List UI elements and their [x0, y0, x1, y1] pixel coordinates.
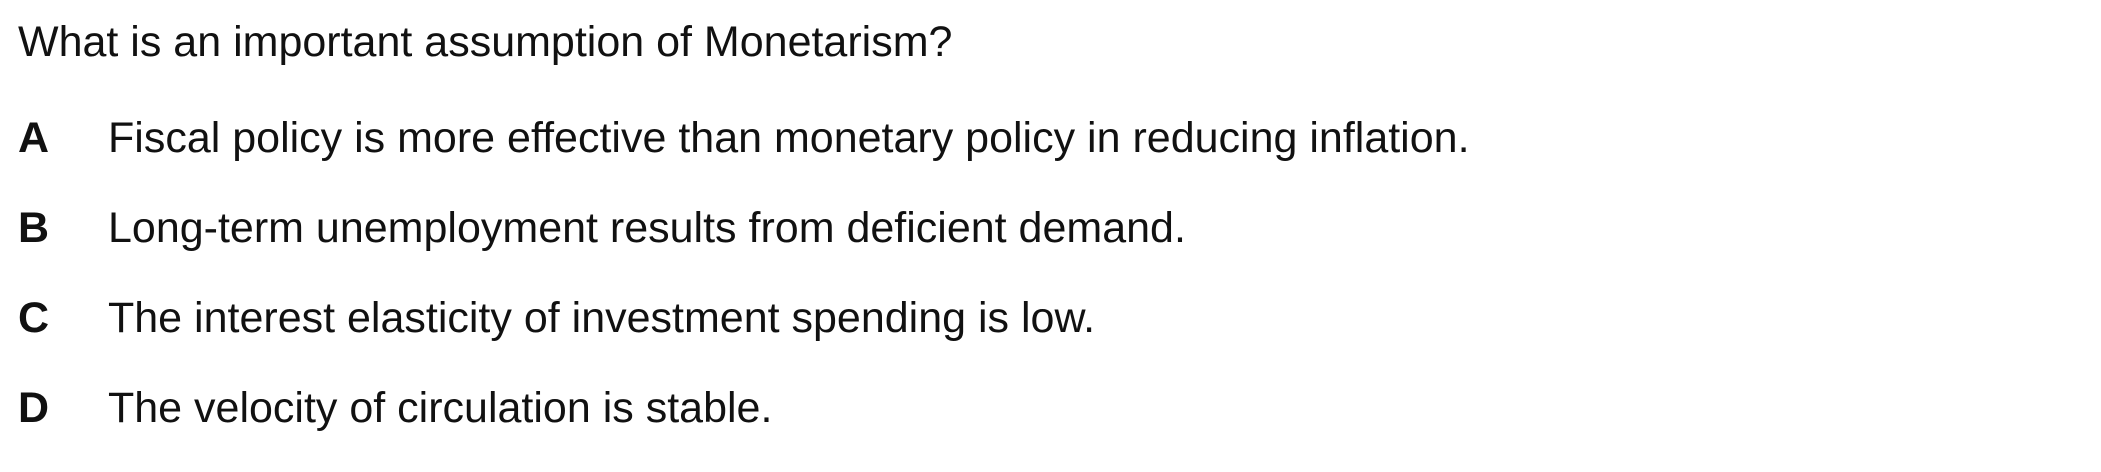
- answer-options: A Fiscal policy is more effective than m…: [18, 112, 1470, 472]
- option-d-letter: D: [18, 384, 50, 432]
- question-text: What is an important assumption of Monet…: [18, 18, 953, 66]
- option-b: B Long-term unemployment results from de…: [18, 202, 1470, 292]
- option-a-letter: A: [18, 114, 50, 162]
- option-c-text: The interest elasticity of investment sp…: [108, 294, 1096, 342]
- option-d-text: The velocity of circulation is stable.: [108, 384, 773, 432]
- option-c: C The interest elasticity of investment …: [18, 292, 1470, 382]
- option-b-text: Long-term unemployment results from defi…: [108, 204, 1186, 252]
- option-a-text: Fiscal policy is more effective than mon…: [108, 114, 1470, 162]
- option-b-letter: B: [18, 204, 50, 252]
- option-d: D The velocity of circulation is stable.: [18, 382, 1470, 472]
- option-c-letter: C: [18, 294, 50, 342]
- option-a: A Fiscal policy is more effective than m…: [18, 112, 1470, 202]
